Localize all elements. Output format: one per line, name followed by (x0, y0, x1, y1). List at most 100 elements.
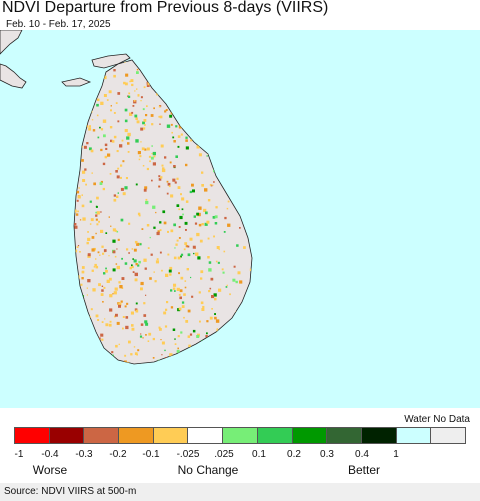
ndvi-pixel (172, 178, 176, 182)
ndvi-pixel (152, 205, 156, 209)
ndvi-pixel (96, 223, 99, 226)
legend-swatch-11 (361, 428, 397, 443)
ndvi-pixel (211, 295, 215, 299)
ndvi-pixel (89, 200, 92, 203)
ndvi-pixel (198, 153, 202, 157)
ndvi-pixel (86, 241, 89, 245)
ndvi-pixel (214, 215, 218, 219)
ndvi-pixel (152, 337, 155, 341)
legend-swatch-6 (188, 428, 224, 443)
ndvi-pixel (189, 190, 192, 194)
ndvi-pixel (216, 328, 218, 330)
ndvi-pixel (81, 270, 85, 274)
ndvi-pixel (153, 155, 156, 158)
ndvi-pixel (209, 316, 213, 320)
ndvi-pixel (93, 182, 96, 186)
ndvi-pixel (90, 308, 93, 311)
ndvi-pixel (215, 319, 220, 323)
ndvi-pixel (116, 248, 118, 250)
ndvi-pixel (74, 209, 77, 213)
ndvi-pixel (127, 95, 131, 98)
ndvi-pixel (183, 293, 186, 296)
ndvi-pixel (181, 197, 185, 201)
ndvi-pixel (108, 323, 112, 327)
ndvi-pixel (143, 86, 146, 89)
ndvi-pixel (101, 338, 104, 341)
ndvi-pixel (147, 82, 151, 86)
ndvi-pixel (110, 225, 112, 227)
ndvi-pixel (199, 320, 201, 323)
ndvi-pixel (142, 337, 144, 339)
ndvi-pixel (104, 155, 108, 159)
ndvi-pixel (99, 126, 101, 129)
ndvi-pixel (100, 293, 104, 296)
ndvi-pixel (131, 324, 134, 327)
ndvi-pixel (215, 260, 218, 263)
ndvi-pixel (142, 121, 145, 125)
ndvi-pixel (206, 320, 209, 323)
ndvi-pixel (211, 308, 213, 310)
ndvi-pixel (185, 139, 188, 142)
map-title: NDVI Departure from Previous 8-days (VII… (2, 0, 329, 16)
ndvi-pixel (225, 286, 228, 288)
ndvi-pixel (212, 216, 216, 219)
ndvi-pixel (101, 245, 104, 248)
ndvi-pixel (170, 123, 173, 126)
ndvi-pixel (180, 133, 183, 136)
ndvi-pixel (132, 258, 134, 260)
ndvi-pixel (127, 151, 130, 153)
mannar-island (61, 77, 92, 87)
ndvi-pixel (180, 331, 183, 334)
ndvi-pixel (160, 144, 164, 148)
ndvi-pixel (79, 219, 82, 221)
ndvi-pixel (113, 194, 116, 197)
ndvi-pixel (114, 315, 116, 318)
ndvi-pixel (188, 344, 191, 348)
ndvi-pixel (161, 168, 166, 173)
ndvi-pixel (145, 334, 147, 336)
ndvi-pixel (209, 184, 212, 186)
ndvi-pixel (155, 211, 157, 214)
ndvi-pixel (178, 293, 181, 296)
ndvi-pixel (144, 186, 148, 190)
ndvi-pixel (161, 269, 163, 272)
ndvi-pixel (89, 223, 92, 225)
ndvi-pixel (102, 301, 104, 303)
ndvi-pixel (89, 147, 92, 151)
ndvi-pixel (193, 252, 195, 255)
ndvi-pixel (80, 283, 83, 286)
ndvi-pixel (121, 257, 123, 260)
ndvi-pixel (239, 280, 243, 284)
ndvi-pixel (113, 112, 116, 114)
ndvi-pixel (95, 258, 97, 260)
ndvi-pixel (197, 212, 201, 217)
ndvi-pixel (224, 216, 227, 220)
ndvi-pixel (116, 150, 119, 153)
ndvi-pixel (95, 314, 99, 318)
ndvi-pixel (177, 308, 181, 312)
map-view[interactable] (0, 30, 480, 408)
ndvi-pixel (159, 123, 161, 125)
ndvi-pixel (137, 349, 140, 352)
ndvi-pixel (151, 123, 154, 126)
ndvi-pixel (106, 279, 110, 283)
ndvi-pixel (217, 261, 220, 264)
ndvi-pixel (87, 279, 91, 283)
ndvi-pixel (202, 305, 205, 309)
legend-swatch-8 (257, 428, 293, 443)
ndvi-pixel (201, 223, 204, 226)
ndvi-pixel (168, 185, 171, 188)
ndvi-pixel (134, 352, 138, 355)
ndvi-pixel (110, 109, 112, 112)
ndvi-pixel (156, 231, 160, 236)
ndvi-pixel (91, 236, 95, 239)
ndvi-pixel (227, 223, 231, 227)
ndvi-pixel (182, 213, 184, 216)
map-svg (0, 30, 480, 408)
ndvi-pixel (117, 192, 119, 194)
ndvi-pixel (148, 332, 152, 336)
ndvi-pixel (114, 287, 118, 291)
ndvi-pixel (110, 105, 112, 107)
ndvi-pixel (184, 242, 188, 245)
ndvi-pixel (187, 309, 191, 313)
